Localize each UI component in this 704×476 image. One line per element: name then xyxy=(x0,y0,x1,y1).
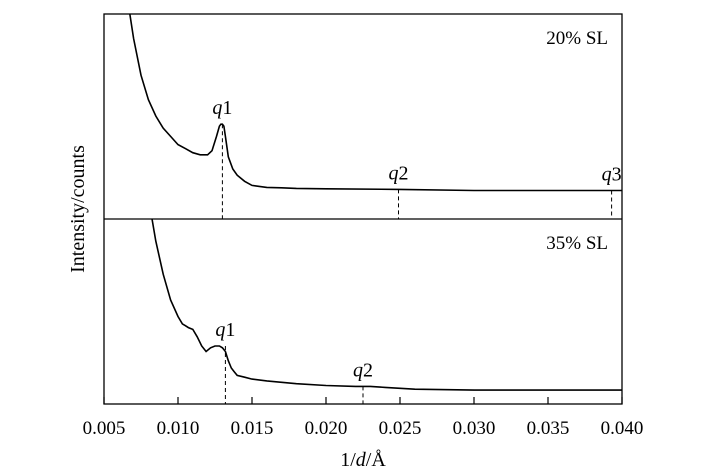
x-axis-label: 1/d/Å xyxy=(340,449,386,471)
peak-label-panel-2-q2: q2 xyxy=(353,359,373,381)
x-tick-label: 0.015 xyxy=(231,418,274,439)
peak-label-panel-1-q2: q2 xyxy=(389,162,409,184)
panel-2: q1 q2 35% SL xyxy=(151,219,622,404)
x-tick-label: 0.035 xyxy=(527,418,570,439)
x-tick-label: 0.005 xyxy=(83,418,126,439)
x-tick-label: 0.020 xyxy=(305,418,348,439)
panel-label-2: 35% SL xyxy=(546,233,608,254)
x-tick-label: 0.010 xyxy=(157,418,200,439)
y-axis-label: Intensity/counts xyxy=(67,145,89,273)
panel-label-1: 20% SL xyxy=(546,28,608,49)
x-tick-label: 0.040 xyxy=(601,418,644,439)
x-tick-label: 0.025 xyxy=(379,418,422,439)
panel-1: q1 q2 q3 20% SL xyxy=(129,14,622,219)
peak-label-panel-1-q1: q1 xyxy=(212,97,232,119)
series-line-panel-2-1 xyxy=(151,219,622,391)
peak-label-panel-1-q3: q3 xyxy=(602,164,622,186)
axes-layer xyxy=(103,13,623,405)
plot-frame xyxy=(103,13,623,405)
peak-label-panel-2-q1: q1 xyxy=(215,319,235,341)
x-axis-ticks: 0.005 0.010 0.015 0.020 0.025 0.030 0.035 0.040 xyxy=(83,397,644,439)
panels-layer: q1 q2 q3 20% SL q1 q2 35% SL xyxy=(129,14,622,404)
x-tick-label: 0.030 xyxy=(453,418,496,439)
